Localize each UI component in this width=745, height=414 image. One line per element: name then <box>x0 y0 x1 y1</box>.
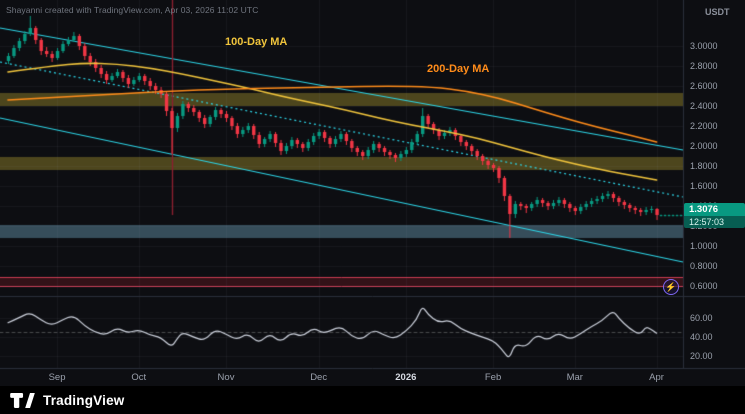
axis-label: 40.00 <box>690 332 713 342</box>
price-axis[interactable]: 3.0000 2.8000 2.6000 2.4000 2.2000 2.0000 1.80… <box>684 0 745 368</box>
alert-icon[interactable]: ⚡ <box>663 279 679 295</box>
candle-countdown: 12:57:03 <box>684 216 745 229</box>
axis-label: 2.4000 <box>690 101 718 111</box>
axis-label: 1.0000 <box>690 241 718 251</box>
axis-label: 2.6000 <box>690 81 718 91</box>
axis-label: 0.8000 <box>690 261 718 271</box>
watermark: Shayanni created with TradingView.com, A… <box>6 5 259 15</box>
time-axis-label: Apr <box>649 372 664 383</box>
time-axis-label: Dec <box>310 372 328 383</box>
axis-label: 2.2000 <box>690 121 718 131</box>
axis-label: 60.00 <box>690 313 713 323</box>
time-axis-label: Feb <box>484 372 502 383</box>
time-axis-label: Mar <box>566 372 583 383</box>
axis-label: 2.0000 <box>690 141 718 151</box>
time-axis[interactable]: Sep Oct Nov Dec 2026 Feb Mar Apr <box>0 369 683 386</box>
axis-label: 2.8000 <box>690 61 718 71</box>
axis-label: 0.6000 <box>690 281 718 291</box>
last-price-value: 1.3076 <box>684 203 745 217</box>
time-axis-label: Oct <box>131 372 147 383</box>
ma100-label: 100-Day MA <box>225 36 288 48</box>
axis-label: 3.0000 <box>690 41 718 51</box>
ma200-label: 200-Day MA <box>427 63 490 75</box>
chart-canvas[interactable] <box>0 0 745 386</box>
axis-label: 20.00 <box>690 351 713 361</box>
axis-label: 1.6000 <box>690 181 718 191</box>
time-axis-label: Nov <box>217 372 235 383</box>
time-axis-label: 2026 <box>395 372 417 383</box>
tradingview-logo-icon[interactable] <box>10 392 35 408</box>
footer-bar: TradingView <box>0 386 745 414</box>
time-axis-label: Sep <box>48 372 66 383</box>
last-price-badge: 1.3076 12:57:03 <box>684 203 745 229</box>
axis-label: 1.8000 <box>690 161 718 171</box>
tradingview-brand[interactable]: TradingView <box>43 392 125 408</box>
quote-currency-label: USDT <box>705 7 730 17</box>
